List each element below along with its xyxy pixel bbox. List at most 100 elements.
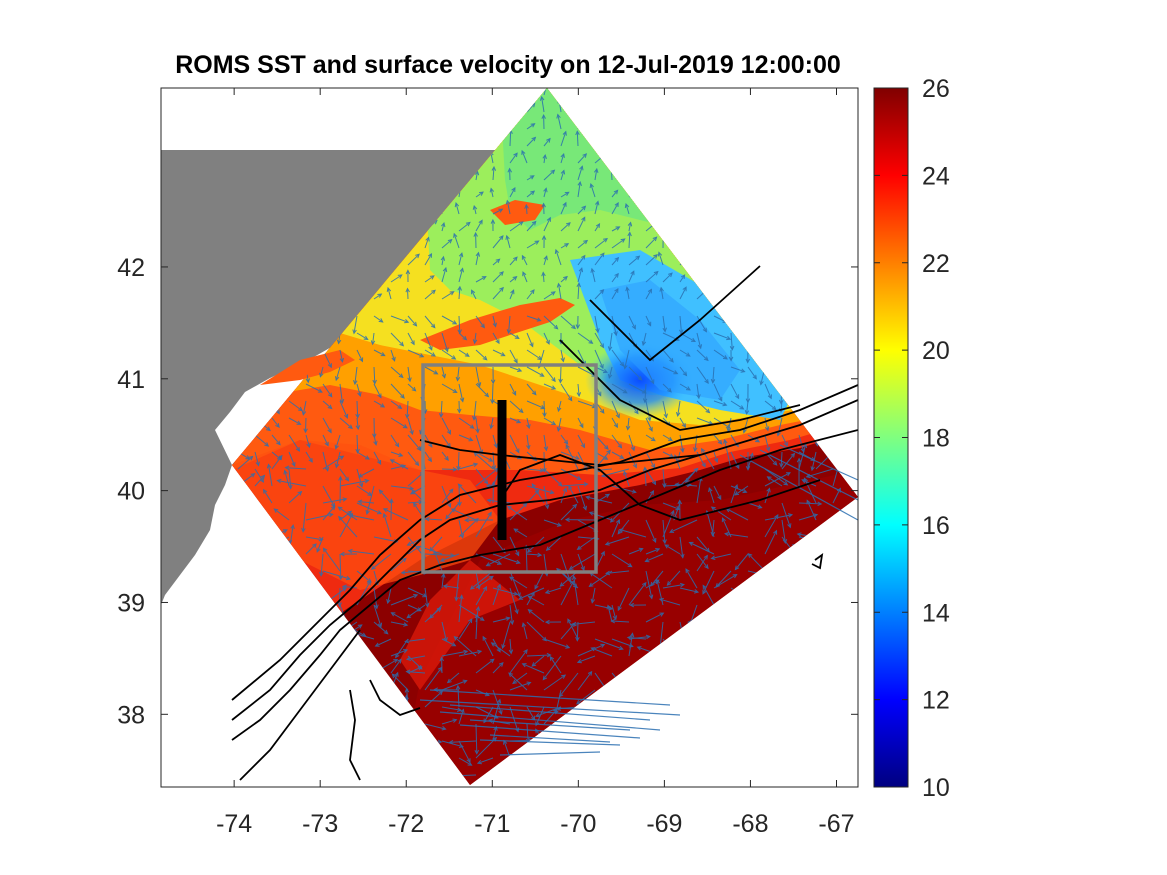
- velocity-arrowhead: [680, 80, 684, 84]
- velocity-vector: [339, 480, 369, 487]
- x-tick-label: -74: [216, 810, 252, 838]
- velocity-arrowhead: [635, 255, 641, 261]
- velocity-vector: [356, 485, 372, 496]
- velocity-vector: [577, 255, 586, 266]
- velocity-vector: [764, 514, 779, 538]
- velocity-vector: [577, 451, 588, 471]
- velocity-arrowhead: [636, 646, 642, 651]
- velocity-vector: [507, 505, 528, 521]
- velocity-arrowhead: [512, 390, 517, 396]
- velocity-vector: [746, 400, 749, 414]
- velocity-arrowhead: [377, 622, 383, 628]
- velocity-arrowhead: [590, 267, 595, 273]
- velocity-vector: [475, 512, 492, 538]
- velocity-arrowhead: [319, 571, 324, 577]
- velocity-vector: [490, 188, 494, 198]
- velocity-vector: [713, 451, 718, 463]
- velocity-vector: [543, 400, 546, 417]
- velocity-arrowhead: [597, 391, 602, 397]
- velocity-vector: [560, 276, 568, 283]
- velocity-vector: [628, 232, 631, 249]
- velocity-vector: [543, 169, 555, 181]
- velocity-vector: [475, 468, 488, 484]
- velocity-vector: [338, 506, 358, 521]
- velocity-arrowhead: [347, 548, 353, 554]
- velocity-arrowhead: [682, 371, 688, 377]
- velocity-vector: [624, 349, 630, 369]
- velocity-arrowhead: [634, 409, 639, 415]
- velocity-vector: [577, 485, 587, 510]
- velocity-arrowhead: [499, 286, 504, 292]
- velocity-arrowhead: [374, 642, 380, 647]
- velocity-arrowhead: [787, 513, 794, 518]
- velocity-arrowhead: [556, 113, 561, 119]
- velocity-vector: [701, 448, 715, 470]
- velocity-arrowhead: [771, 405, 777, 411]
- colorbar-ticks: 10 12 14 16 18 20 22 24 26: [874, 75, 950, 802]
- velocity-vector: [475, 220, 483, 232]
- velocity-arrowhead: [386, 598, 391, 605]
- velocity-arrowhead: [417, 666, 423, 671]
- velocity-vector: [764, 488, 770, 504]
- velocity-vector: [735, 553, 749, 570]
- velocity-arrowhead: [530, 123, 536, 128]
- velocity-arrowhead: [447, 502, 452, 508]
- velocity-arrowhead: [370, 340, 376, 346]
- velocity-vector: [577, 240, 588, 249]
- velocity-arrowhead: [399, 341, 405, 347]
- velocity-arrowhead: [562, 201, 567, 207]
- velocity-vector: [628, 366, 642, 381]
- velocity-vector: [492, 349, 505, 357]
- velocity-vector: [627, 637, 647, 640]
- velocity-vector: [628, 451, 637, 468]
- velocity-arrowhead: [508, 576, 514, 581]
- velocity-vector: [508, 672, 528, 691]
- colorbar-tick-label: 16: [922, 512, 950, 540]
- velocity-arrowhead: [545, 339, 550, 345]
- velocity-vector: [509, 221, 524, 232]
- velocity-arrowhead: [648, 426, 653, 432]
- velocity-arrowhead: [491, 481, 496, 487]
- velocity-arrowhead: [508, 672, 514, 677]
- velocity-arrowhead: [669, 528, 675, 533]
- velocity-vector: [379, 489, 392, 504]
- velocity-vector: [475, 366, 481, 387]
- velocity-arrowhead: [742, 428, 747, 434]
- velocity-arrowhead: [481, 276, 487, 281]
- velocity-vector: [441, 621, 447, 642]
- velocity-vector: [743, 417, 749, 433]
- velocity-arrowhead: [704, 379, 709, 385]
- velocity-vector: [660, 287, 664, 300]
- velocity-arrowhead: [376, 510, 383, 515]
- velocity-vector: [407, 434, 421, 451]
- velocity-arrowhead: [622, 389, 628, 394]
- velocity-arrowhead: [572, 503, 578, 509]
- velocity-vector: [475, 614, 478, 640]
- velocity-vector: [664, 544, 681, 555]
- velocity-arrowhead: [576, 392, 582, 398]
- velocity-arrowhead: [587, 670, 593, 676]
- velocity-arrowhead: [647, 416, 652, 422]
- velocity-arrowhead: [541, 271, 546, 277]
- velocity-arrowhead: [404, 694, 409, 700]
- velocity-vector: [513, 528, 528, 538]
- velocity-arrowhead: [783, 480, 789, 486]
- velocity-arrowhead: [454, 84, 457, 88]
- velocity-arrowhead: [522, 271, 527, 277]
- velocity-vector: [458, 315, 461, 334]
- velocity-arrowhead: [563, 439, 569, 445]
- velocity-vector: [606, 570, 630, 574]
- velocity-arrowhead: [618, 528, 624, 533]
- velocity-vector: [696, 315, 707, 332]
- velocity-arrowhead: [386, 286, 392, 293]
- velocity-arrowhead: [588, 582, 594, 588]
- velocity-vector: [611, 288, 619, 300]
- velocity-arrowhead: [542, 154, 547, 160]
- velocity-arrowhead: [618, 645, 624, 651]
- velocity-vector: [685, 568, 698, 589]
- velocity-vector: [764, 514, 793, 521]
- velocity-arrowhead: [537, 552, 543, 558]
- velocity-arrowhead: [459, 397, 465, 403]
- velocity-vector: [322, 451, 329, 471]
- velocity-arrowhead: [431, 289, 436, 295]
